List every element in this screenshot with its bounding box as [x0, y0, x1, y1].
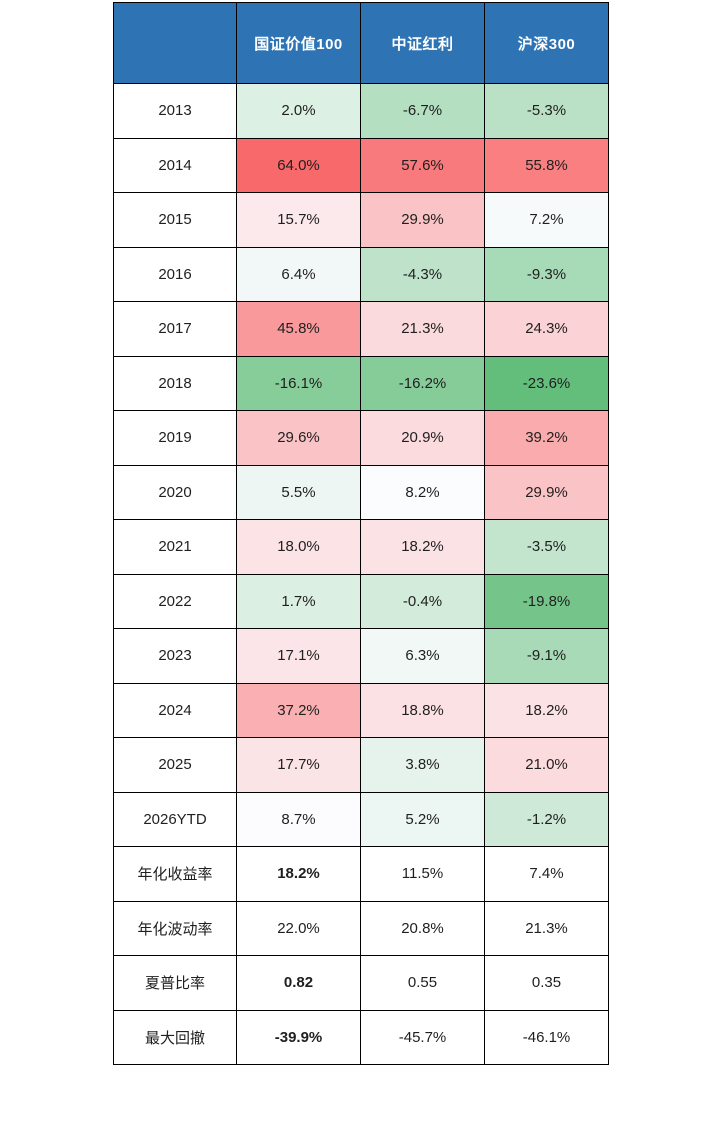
table-row: 2024 37.2% 18.8% 18.2% [113, 682, 609, 738]
table-row: 2025 17.7% 3.8% 21.0% [113, 737, 609, 793]
value-cell: 17.7% [236, 737, 361, 793]
value-cell: 20.8% [360, 900, 485, 956]
table-row: 2023 17.1% 6.3% -9.1% [113, 628, 609, 684]
row-label-cell: 年化收益率 [113, 846, 237, 902]
value-cell: -4.3% [360, 246, 485, 302]
table-header: 国证价值100 中证红利 沪深300 [113, 2, 609, 84]
value-cell: 7.4% [484, 846, 609, 902]
row-label-cell: 2014 [113, 137, 237, 193]
performance-heatmap-table: 国证价值100 中证红利 沪深300 2013 2.0% -6.7% -5.3% 201… [113, 2, 609, 1065]
row-label-cell: 2015 [113, 192, 237, 248]
value-cell: 21.3% [484, 900, 609, 956]
value-cell: 5.5% [236, 464, 361, 520]
value-cell: 0.55 [360, 955, 485, 1011]
value-cell: 3.8% [360, 737, 485, 793]
header-row: 国证价值100 中证红利 沪深300 [113, 2, 609, 84]
row-label-cell: 最大回撤 [113, 1009, 237, 1065]
value-cell: 18.0% [236, 519, 361, 575]
value-cell: 6.4% [236, 246, 361, 302]
value-cell: 8.2% [360, 464, 485, 520]
performance-table-container: 国证价值100 中证红利 沪深300 2013 2.0% -6.7% -5.3% 201… [113, 2, 609, 1065]
table-row: 2014 64.0% 57.6% 55.8% [113, 137, 609, 193]
row-label-cell: 2016 [113, 246, 237, 302]
row-label-cell: 2025 [113, 737, 237, 793]
value-cell: 11.5% [360, 846, 485, 902]
row-label-cell: 2024 [113, 682, 237, 738]
table-row: 2022 1.7% -0.4% -19.8% [113, 573, 609, 629]
value-cell: 0.35 [484, 955, 609, 1011]
value-cell: 21.3% [360, 301, 485, 357]
value-cell: -9.3% [484, 246, 609, 302]
table-row: 2018 -16.1% -16.2% -23.6% [113, 355, 609, 411]
value-cell: 18.2% [484, 682, 609, 738]
header-col-cni-value-100: 国证价值100 [236, 2, 361, 84]
table-row: 年化收益率 18.2% 11.5% 7.4% [113, 846, 609, 902]
table-row: 2026YTD 8.7% 5.2% -1.2% [113, 791, 609, 847]
value-cell: 2.0% [236, 83, 361, 139]
value-cell: 20.9% [360, 410, 485, 466]
value-cell: 64.0% [236, 137, 361, 193]
value-cell: 18.2% [360, 519, 485, 575]
value-cell: -1.2% [484, 791, 609, 847]
row-label-cell: 2020 [113, 464, 237, 520]
value-cell: -19.8% [484, 573, 609, 629]
row-label-cell: 2018 [113, 355, 237, 411]
row-label-cell: 2022 [113, 573, 237, 629]
row-label-cell: 2026YTD [113, 791, 237, 847]
row-label-cell: 2019 [113, 410, 237, 466]
value-cell: -3.5% [484, 519, 609, 575]
table-row: 夏普比率 0.82 0.55 0.35 [113, 955, 609, 1011]
value-cell: 8.7% [236, 791, 361, 847]
table-row: 2016 6.4% -4.3% -9.3% [113, 246, 609, 302]
value-cell: 55.8% [484, 137, 609, 193]
value-cell: -16.1% [236, 355, 361, 411]
table-row: 2017 45.8% 21.3% 24.3% [113, 301, 609, 357]
value-cell: 17.1% [236, 628, 361, 684]
value-cell: 45.8% [236, 301, 361, 357]
row-label-cell: 2017 [113, 301, 237, 357]
value-cell: -23.6% [484, 355, 609, 411]
value-cell: -6.7% [360, 83, 485, 139]
value-cell: 5.2% [360, 791, 485, 847]
value-cell: 6.3% [360, 628, 485, 684]
value-cell: -5.3% [484, 83, 609, 139]
value-cell: 39.2% [484, 410, 609, 466]
value-cell: 29.6% [236, 410, 361, 466]
header-corner-cell [113, 2, 237, 84]
table-row: 2015 15.7% 29.9% 7.2% [113, 192, 609, 248]
header-col-csi-dividend: 中证红利 [360, 2, 485, 84]
value-cell: 37.2% [236, 682, 361, 738]
value-cell: -9.1% [484, 628, 609, 684]
value-cell: 21.0% [484, 737, 609, 793]
value-cell: -45.7% [360, 1009, 485, 1065]
value-cell: 57.6% [360, 137, 485, 193]
row-label-cell: 年化波动率 [113, 900, 237, 956]
table-row: 最大回撤 -39.9% -45.7% -46.1% [113, 1009, 609, 1065]
value-cell: 15.7% [236, 192, 361, 248]
value-cell: 18.2% [236, 846, 361, 902]
row-label-cell: 2021 [113, 519, 237, 575]
value-cell: 18.8% [360, 682, 485, 738]
value-cell: 29.9% [484, 464, 609, 520]
value-cell: -0.4% [360, 573, 485, 629]
table-row: 2021 18.0% 18.2% -3.5% [113, 519, 609, 575]
row-label-cell: 夏普比率 [113, 955, 237, 1011]
value-cell: 22.0% [236, 900, 361, 956]
value-cell: 29.9% [360, 192, 485, 248]
table-body: 2013 2.0% -6.7% -5.3% 2014 64.0% 57.6% 55.8% 201… [113, 83, 609, 1065]
value-cell: -46.1% [484, 1009, 609, 1065]
table-row: 2019 29.6% 20.9% 39.2% [113, 410, 609, 466]
value-cell: -39.9% [236, 1009, 361, 1065]
value-cell: 0.82 [236, 955, 361, 1011]
value-cell: -16.2% [360, 355, 485, 411]
row-label-cell: 2023 [113, 628, 237, 684]
value-cell: 1.7% [236, 573, 361, 629]
value-cell: 7.2% [484, 192, 609, 248]
value-cell: 24.3% [484, 301, 609, 357]
table-row: 2013 2.0% -6.7% -5.3% [113, 83, 609, 139]
table-row: 年化波动率 22.0% 20.8% 21.3% [113, 900, 609, 956]
header-col-csi-300: 沪深300 [484, 2, 609, 84]
row-label-cell: 2013 [113, 83, 237, 139]
table-row: 2020 5.5% 8.2% 29.9% [113, 464, 609, 520]
